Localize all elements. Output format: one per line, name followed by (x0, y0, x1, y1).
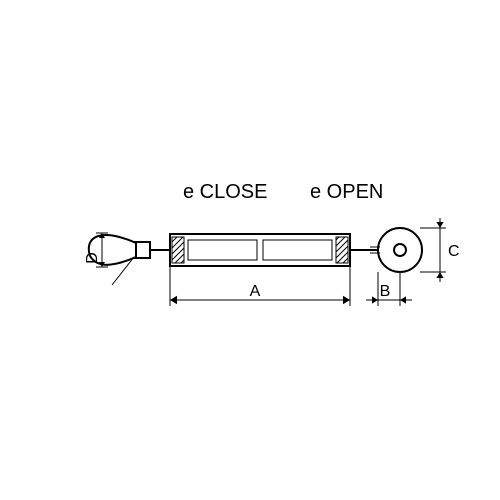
body-insert-left (172, 237, 184, 263)
body-insert-right (336, 237, 348, 263)
label-close: e CLOSE (183, 181, 267, 203)
label-open: e OPEN (310, 181, 383, 203)
body-slot-right (263, 240, 332, 260)
dim-A-label: A (250, 283, 261, 300)
dim-B-label: B (380, 283, 391, 300)
dim-C-label: C (448, 243, 460, 260)
dim-D-label: D (84, 252, 101, 264)
eye-inner (394, 244, 406, 256)
body-slot-left (188, 240, 257, 260)
